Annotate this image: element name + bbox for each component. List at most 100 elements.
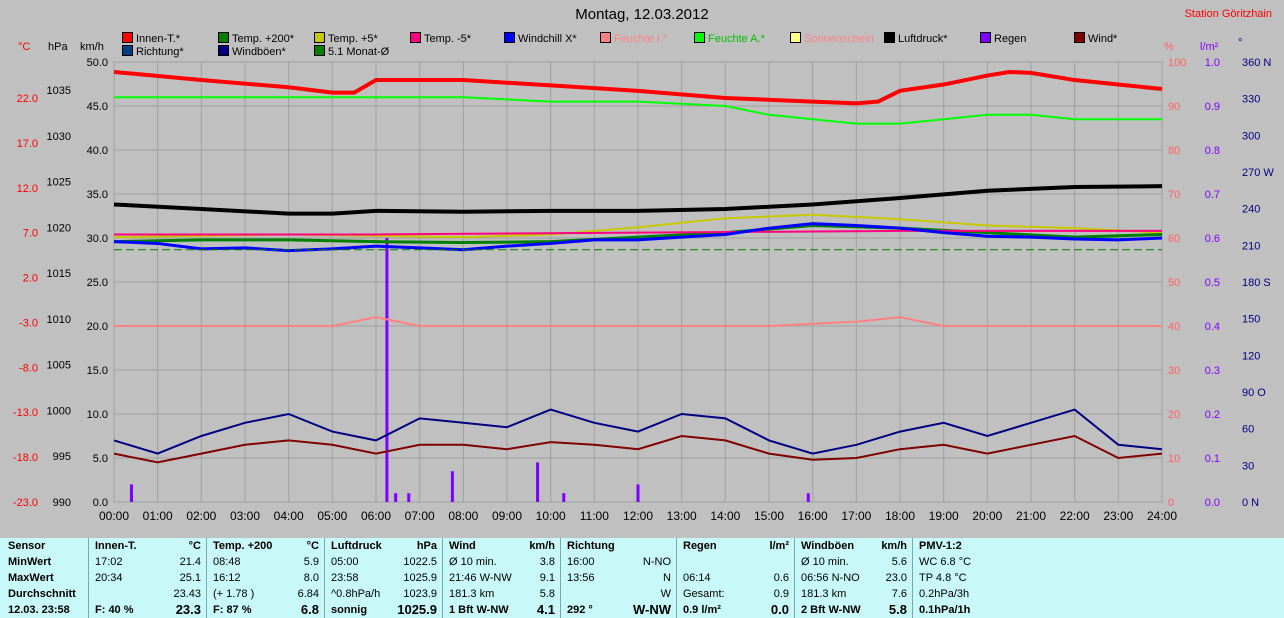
column-unit: hPa [416, 540, 437, 552]
legend-label: Windböen* [232, 46, 286, 58]
direction-axis-tick: 270 W [1242, 167, 1274, 179]
cell-value: 5.8 [539, 588, 555, 600]
temp-axis-tick: -3.0 [19, 317, 38, 329]
rain-bar [394, 493, 398, 502]
pressure-axis-tick: 1020 [47, 222, 71, 234]
direction-axis-tick: 300 [1242, 130, 1260, 142]
rain-bar [536, 462, 540, 502]
temp-axis-tick: 22.0 [17, 93, 38, 105]
series-line [114, 316, 1162, 327]
cell-value: 1023.9 [403, 588, 437, 600]
legend-label: Luftdruck* [898, 33, 948, 45]
chart-title: Montag, 12.03.2012 [575, 6, 709, 23]
direction-unit: ° [1238, 37, 1242, 49]
rain-bar [450, 471, 454, 502]
cell-value: N [663, 572, 671, 584]
rain-axis-tick: 0.7 [1205, 189, 1220, 201]
cell-label: (+ 1.78 ) [213, 588, 255, 600]
direction-axis-tick: 210 [1242, 240, 1260, 252]
chart-canvas: 00:00 01:00 02:00 03:00 04:00 05:00 06:00 07:00… [13, 37, 1274, 523]
pressure-axis-tick: 1015 [47, 268, 71, 280]
cell-value: 0.0 [770, 602, 789, 617]
x-tick-label: 03:00 [230, 509, 260, 523]
legend-label: Temp. +5* [328, 33, 378, 45]
legend-item: Temp. -5* [410, 32, 471, 45]
cell-label: 08:48 [213, 556, 241, 568]
rain-axis-tick: 0.9 [1205, 101, 1220, 113]
legend-label: Regen [994, 33, 1027, 45]
cell-label: 17:02 [95, 556, 123, 568]
column-unit: l/m² [769, 540, 789, 552]
legend-item: Sonnenschein [790, 32, 874, 45]
cell-label: 21:46 W-NW [449, 572, 512, 584]
x-tick-label: 01:00 [143, 509, 173, 523]
legend-item: Temp. +5* [314, 32, 378, 45]
x-tick-label: 09:00 [492, 509, 522, 523]
x-tick-label: 16:00 [798, 509, 828, 523]
temp-axis-tick: -18.0 [13, 452, 38, 464]
pressure-axis-tick: 995 [53, 451, 71, 463]
cell-label: TP 4.8 °C [919, 572, 967, 584]
rain-axis-tick: 0.0 [1205, 497, 1220, 509]
legend-swatch [884, 32, 895, 43]
series-line [113, 69, 1163, 106]
table-row-label: MinWert [8, 556, 52, 568]
column-unit: km/h [529, 540, 555, 552]
cell-value: 7.6 [891, 588, 907, 600]
wind-axis-tick: 20.0 [87, 321, 108, 333]
direction-axis-tick: 240 [1242, 204, 1260, 216]
column-title: Temp. +200 [213, 540, 273, 552]
wind-axis-tick: 45.0 [87, 101, 108, 113]
pressure-axis-tick: 990 [53, 497, 71, 509]
table-label-column: Sensor MinWert MaxWert Durchschnitt 12.03. 2… [0, 538, 96, 618]
cell-value: 1025.9 [397, 602, 437, 617]
rain-bar [407, 493, 411, 502]
humidity-unit: % [1164, 41, 1174, 53]
legend-label: Feuchte A.* [708, 33, 765, 45]
cell-label: WC 6.8 °C [919, 556, 972, 568]
cell-label: 20:34 [95, 572, 123, 584]
legend-item: Regen [980, 32, 1026, 45]
humidity-axis-tick: 80 [1168, 145, 1180, 157]
cell-label: 0.1hPa/1h [919, 604, 971, 616]
cell-value: 5.8 [888, 602, 907, 617]
rain-bar [636, 484, 640, 502]
column-unit: °C [306, 540, 319, 552]
direction-axis-tick: 30 [1242, 460, 1254, 472]
pressure-axis-tick: 1030 [47, 131, 71, 143]
cell-label: F: 40 % [95, 604, 134, 616]
x-tick-label: 00:00 [99, 509, 129, 523]
cell-value: 8.0 [303, 572, 319, 584]
legend-label: Temp. +200* [232, 33, 295, 45]
legend-item: Feuchte I.* [600, 32, 667, 45]
cell-label: 23:58 [331, 572, 359, 584]
humidity-axis-tick: 10 [1168, 453, 1180, 465]
legend-item: Windböen* [218, 45, 286, 58]
cell-value: 1025.9 [403, 572, 437, 584]
temp-axis-tick: 17.0 [17, 138, 38, 150]
legend-swatch [1074, 32, 1085, 43]
x-tick-label: 19:00 [929, 509, 959, 523]
direction-axis-tick: 180 S [1242, 277, 1271, 289]
legend-swatch [980, 32, 991, 43]
wind-axis-tick: 40.0 [87, 145, 108, 157]
legend-item: Windchill X* [504, 32, 577, 45]
cell-label: 06:14 [683, 572, 711, 584]
cell-value: 4.1 [536, 602, 555, 617]
x-tick-label: 17:00 [841, 509, 871, 523]
cell-label: F: 87 % [213, 604, 252, 616]
wind-axis-tick: 30.0 [87, 233, 108, 245]
x-tick-label: 14:00 [710, 509, 740, 523]
x-tick-label: 23:00 [1103, 509, 1133, 523]
humidity-axis-tick: 40 [1168, 321, 1180, 333]
x-tick-label: 18:00 [885, 509, 915, 523]
pressure-axis-tick: 1035 [47, 85, 71, 97]
cell-value: 6.8 [300, 602, 319, 617]
rain-bar [129, 484, 133, 502]
x-tick-label: 07:00 [405, 509, 435, 523]
legend-swatch [314, 32, 325, 43]
cell-label: 292 ° [567, 604, 593, 616]
legend-item: Luftdruck* [884, 32, 948, 45]
legend-swatch [410, 32, 421, 43]
